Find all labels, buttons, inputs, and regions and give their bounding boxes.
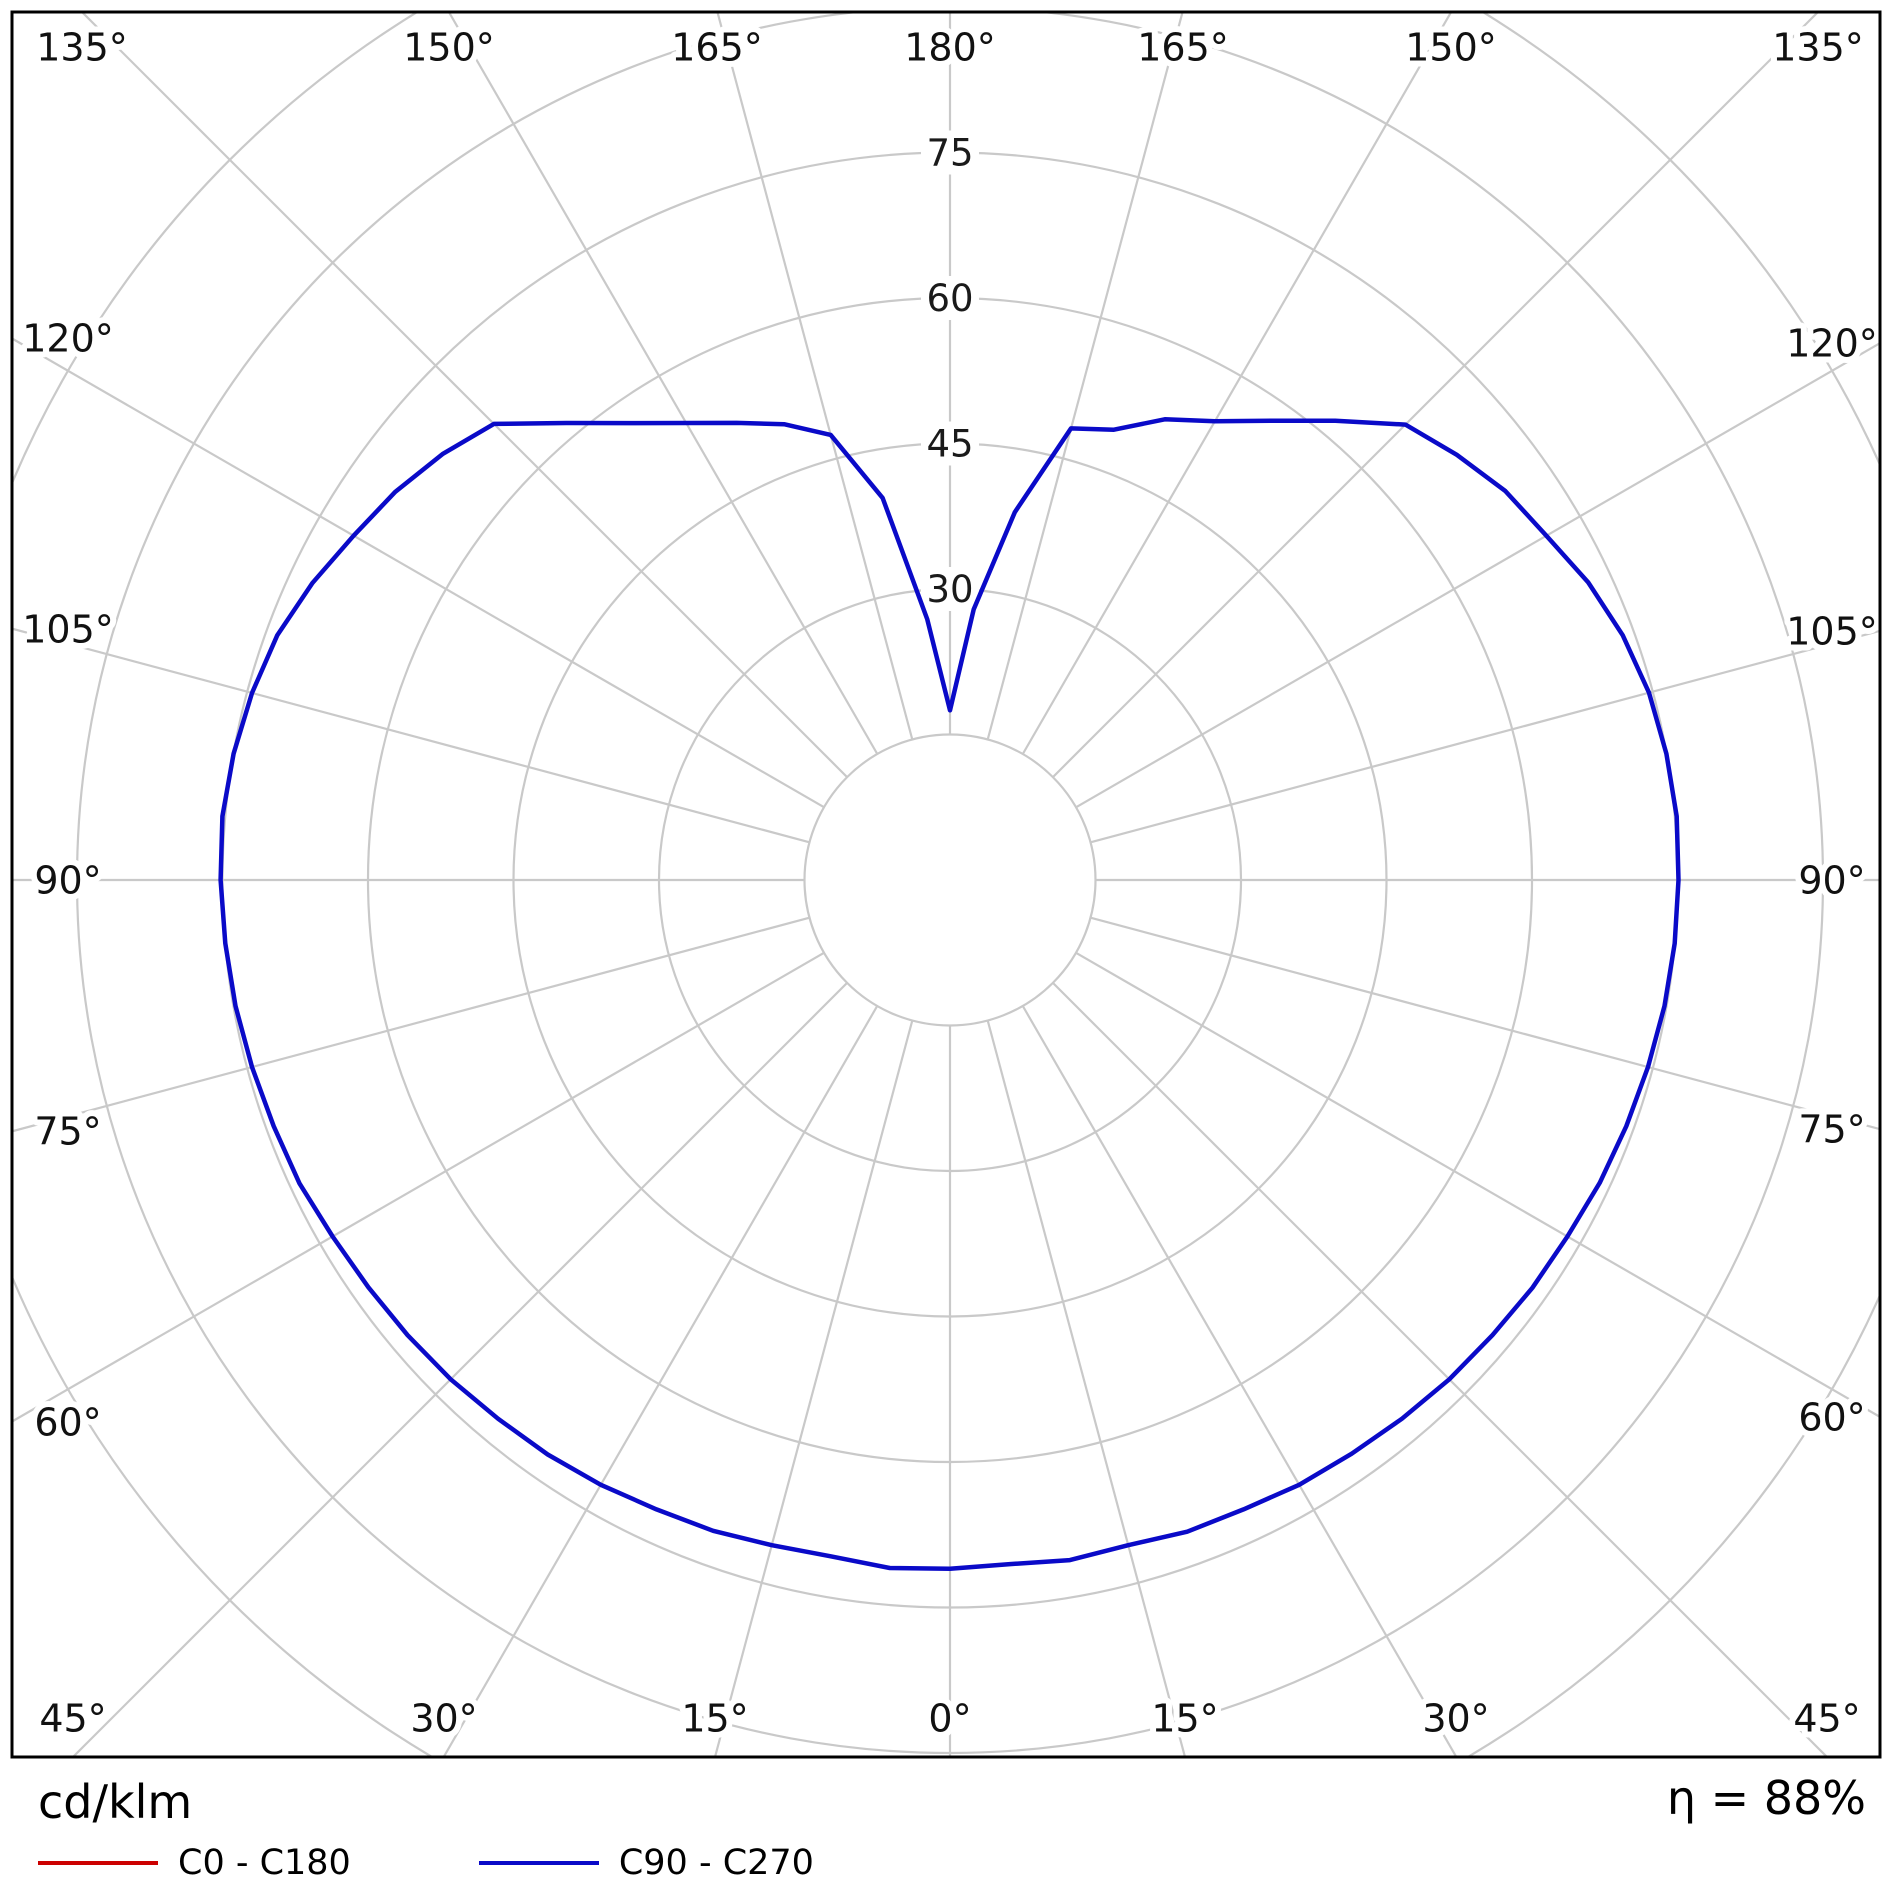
efficiency-label: η = 88% bbox=[1666, 1771, 1866, 1825]
grid-spoke-225 bbox=[81, 13, 848, 778]
ring-label-bg-30 bbox=[921, 567, 979, 611]
angle-label-30-right: 30° bbox=[1422, 1696, 1489, 1740]
angle-label-120-right: 120° bbox=[1786, 321, 1878, 365]
grid-spoke-150 bbox=[1021, 13, 1452, 755]
angle-label-90-left: 90° bbox=[34, 858, 101, 902]
angle-label-150-left: 150° bbox=[403, 25, 495, 69]
curve-c90-c270 bbox=[218, 417, 1681, 1571]
ring-label-45: 45 bbox=[926, 422, 973, 465]
grid-spoke-285 bbox=[13, 916, 810, 1133]
angle-label-15-left: 15° bbox=[681, 1696, 748, 1740]
ring-label-75: 75 bbox=[926, 131, 973, 174]
plot-border bbox=[10, 10, 1882, 1759]
grid-spoke-165 bbox=[986, 13, 1184, 740]
grid-spoke-45 bbox=[1052, 982, 1828, 1756]
grid-spoke-210 bbox=[448, 13, 879, 755]
ring-label-bg-75 bbox=[921, 130, 979, 175]
grid-spoke-15 bbox=[986, 1020, 1186, 1756]
angle-label-90-right: 90° bbox=[1798, 858, 1865, 902]
angle-label-105-right: 105° bbox=[1786, 609, 1878, 653]
grid-spoke-300 bbox=[13, 951, 825, 1422]
unit-label: cd/klm bbox=[38, 1775, 193, 1829]
angle-label-150-right: 150° bbox=[1405, 25, 1497, 69]
angle-label-180: 180° bbox=[904, 25, 996, 69]
angle-label-60-left: 60° bbox=[34, 1400, 101, 1444]
grid-spoke-75 bbox=[1090, 916, 1879, 1130]
grid-spoke-315 bbox=[72, 982, 848, 1756]
angle-label-75-left: 75° bbox=[34, 1109, 101, 1153]
angle-label-45-left: 45° bbox=[39, 1696, 106, 1740]
legend-label-c90-c270: C90 - C270 bbox=[618, 1843, 814, 1883]
grid-spoke-255 bbox=[13, 627, 810, 844]
angle-label-120-left: 120° bbox=[22, 316, 114, 360]
angle-label-105-left: 105° bbox=[22, 607, 114, 651]
angle-label-135-left: 135° bbox=[36, 25, 128, 69]
grid-spoke-345 bbox=[714, 1020, 914, 1756]
angle-label-15-right: 15° bbox=[1151, 1696, 1218, 1740]
legend-item-c0-c180: C0 - C180 bbox=[38, 1843, 351, 1883]
ring-label-60: 60 bbox=[926, 277, 973, 320]
legend-item-c90-c270: C90 - C270 bbox=[478, 1843, 814, 1883]
angle-label-165-right: 165° bbox=[1137, 25, 1229, 69]
angle-label-165-left: 165° bbox=[671, 25, 763, 69]
grid-ring-15 bbox=[803, 733, 1097, 1027]
grid-spoke-30 bbox=[1021, 1005, 1457, 1756]
grid-spoke-195 bbox=[716, 13, 914, 740]
angle-label-135-right: 135° bbox=[1772, 25, 1864, 69]
footer: cd/klm η = 88% C0 - C180 C90 - C270 bbox=[0, 1757, 1900, 1900]
angle-label-75-right: 75° bbox=[1798, 1107, 1865, 1151]
ring-label-30: 30 bbox=[926, 568, 973, 611]
legend-swatch-c0-c180 bbox=[38, 1861, 158, 1865]
grid-spoke-120 bbox=[1075, 342, 1879, 809]
grid-spoke-105 bbox=[1090, 630, 1879, 844]
grid-spoke-60 bbox=[1075, 951, 1879, 1418]
legend-label-c0-c180: C0 - C180 bbox=[178, 1843, 351, 1883]
ring-label-bg-60 bbox=[921, 276, 979, 320]
legend: C0 - C180 C90 - C270 bbox=[38, 1843, 814, 1883]
legend-swatch-c90-c270 bbox=[478, 1861, 599, 1865]
angle-label-0: 0° bbox=[928, 1696, 971, 1740]
angle-label-45-right: 45° bbox=[1793, 1696, 1860, 1740]
ring-label-bg-45 bbox=[921, 421, 979, 466]
angle-label-60-right: 60° bbox=[1798, 1395, 1865, 1439]
grid-spoke-330 bbox=[443, 1005, 879, 1756]
grid-spoke-135 bbox=[1052, 13, 1819, 778]
grid-spoke-240 bbox=[13, 338, 825, 809]
angle-label-30-left: 30° bbox=[410, 1696, 477, 1740]
